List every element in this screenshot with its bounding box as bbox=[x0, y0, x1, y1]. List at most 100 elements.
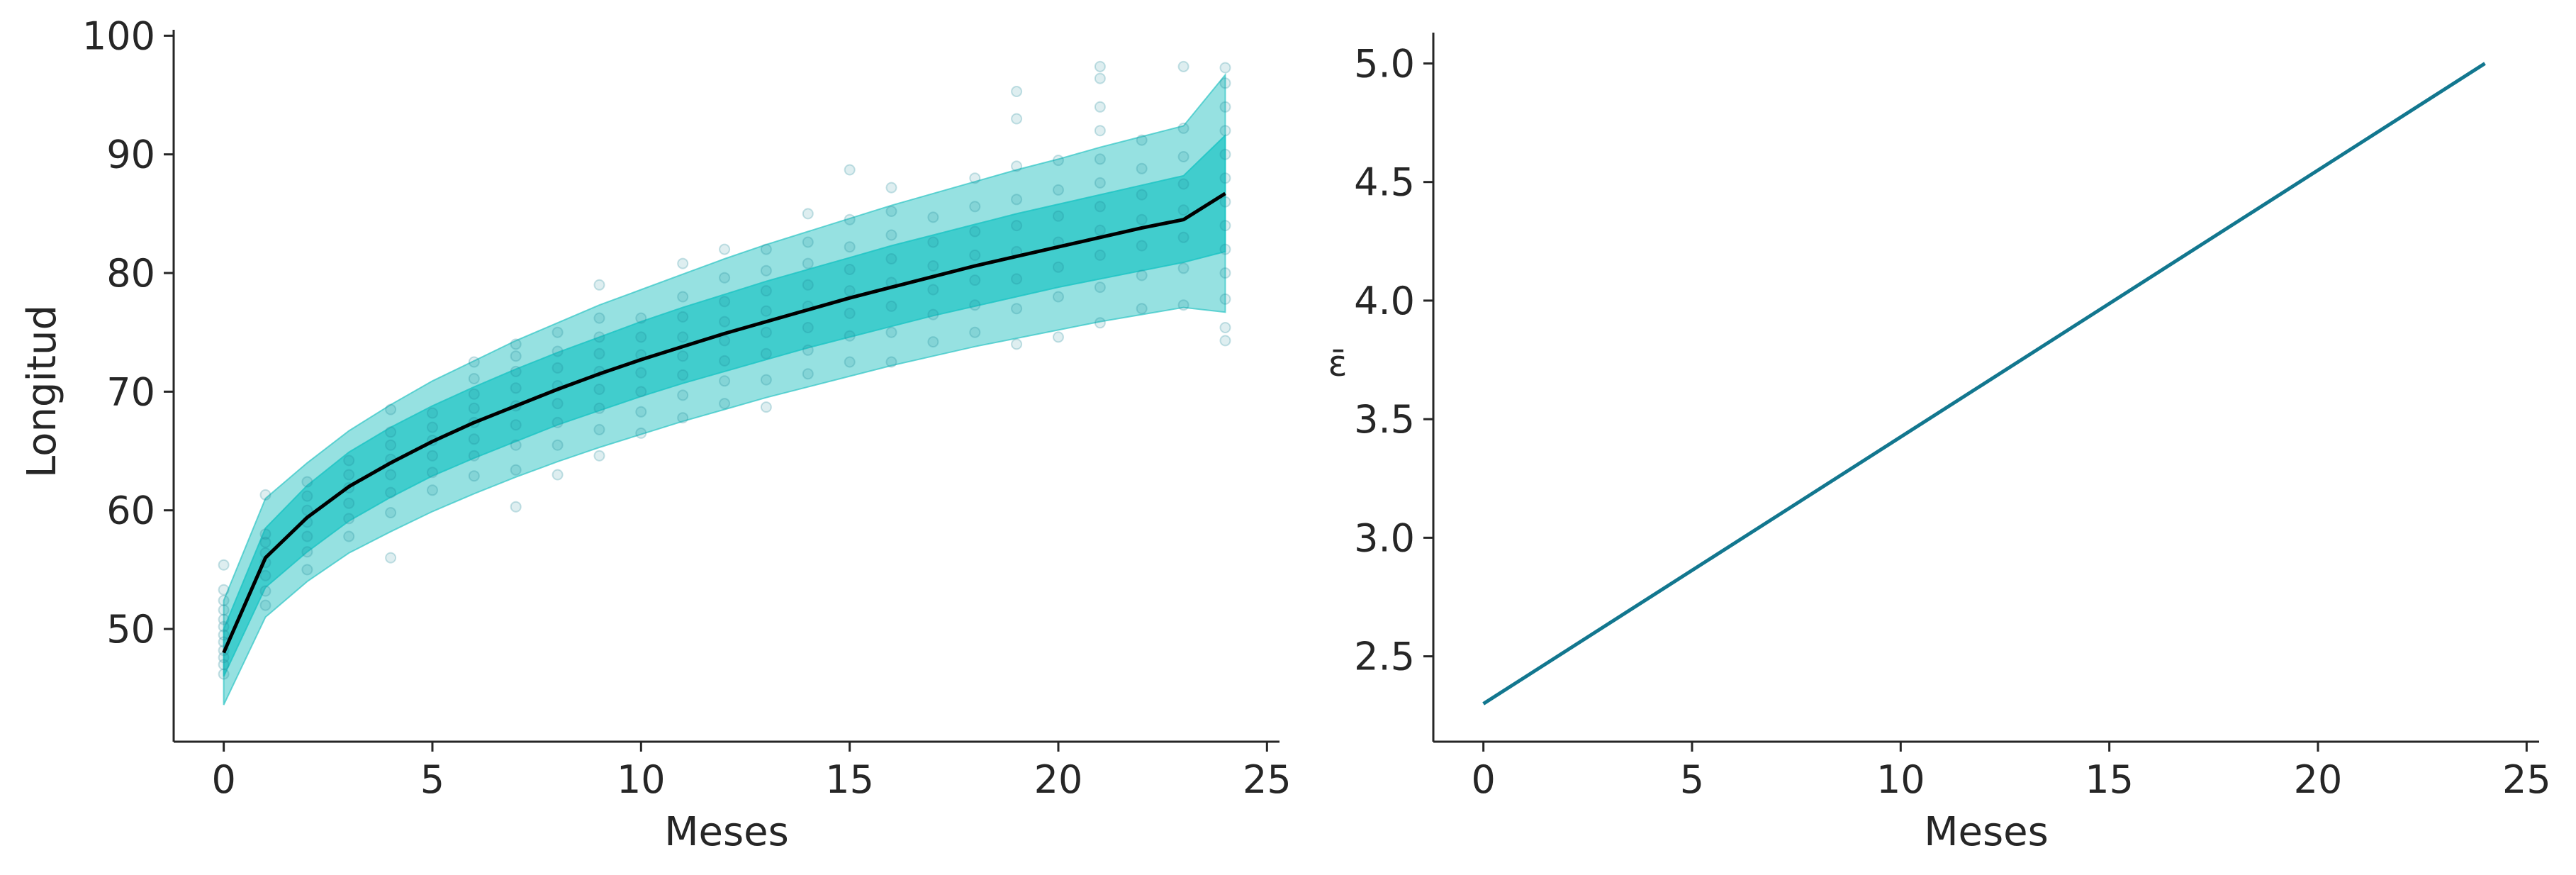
observed-point bbox=[719, 243, 731, 255]
observed-point bbox=[802, 279, 814, 291]
right-y-tick-label: 3.0 bbox=[1354, 515, 1415, 560]
observed-point bbox=[301, 490, 313, 502]
observed-point bbox=[635, 367, 647, 379]
left-y-tick-label: 100 bbox=[82, 13, 155, 58]
observed-point bbox=[1177, 60, 1189, 72]
observed-point bbox=[259, 536, 271, 548]
observed-point bbox=[1094, 282, 1106, 294]
observed-point bbox=[1177, 204, 1189, 216]
observed-point bbox=[844, 164, 856, 176]
left-x-tick-label: 0 bbox=[211, 757, 235, 802]
observed-point bbox=[593, 347, 605, 360]
observed-point bbox=[677, 257, 689, 269]
observed-point bbox=[760, 374, 772, 386]
observed-point bbox=[427, 407, 438, 419]
inner-credible-band bbox=[223, 133, 1226, 677]
observed-point bbox=[1094, 101, 1106, 113]
observed-point bbox=[1219, 172, 1231, 184]
observed-point bbox=[1219, 335, 1231, 347]
observed-point bbox=[1011, 338, 1023, 350]
observed-point bbox=[885, 326, 897, 338]
observed-point bbox=[259, 585, 271, 597]
observed-point bbox=[593, 450, 605, 462]
left-y-axis-label: Longitud bbox=[19, 305, 65, 478]
right-y-ticks: 2.5 3.0 3.5 4.0 4.5 5.0 bbox=[1354, 41, 1433, 679]
observed-point bbox=[1219, 77, 1231, 89]
observed-point bbox=[343, 455, 355, 467]
observed-point bbox=[1094, 224, 1106, 236]
observed-point bbox=[551, 326, 564, 338]
observed-point bbox=[635, 312, 647, 324]
observed-point bbox=[760, 401, 772, 413]
observed-point bbox=[1136, 162, 1148, 174]
right-x-tick-label: 20 bbox=[2294, 757, 2343, 802]
observed-point bbox=[927, 211, 939, 223]
observed-point bbox=[468, 356, 480, 368]
observed-point bbox=[844, 264, 856, 275]
observed-point bbox=[343, 497, 355, 509]
right-x-axis-label: Meses bbox=[1924, 809, 2049, 855]
observed-point bbox=[969, 225, 981, 238]
observed-point bbox=[1219, 293, 1231, 305]
left-plot-area bbox=[218, 60, 1231, 706]
observed-point bbox=[301, 546, 313, 558]
observed-point bbox=[844, 330, 856, 342]
observed-point bbox=[468, 450, 480, 462]
observed-point bbox=[844, 356, 856, 368]
observed-point bbox=[844, 307, 856, 319]
right-panel: 0 5 10 15 20 25 2.5 3.0 3.5 4.0 4.5 5.0 Meses ε̄ bbox=[1328, 33, 2551, 855]
right-y-tick-label: 5.0 bbox=[1354, 41, 1415, 86]
observed-point bbox=[468, 402, 480, 414]
observed-point bbox=[677, 331, 689, 343]
observed-point bbox=[1094, 153, 1106, 165]
observed-point bbox=[301, 564, 313, 576]
observed-point bbox=[218, 613, 230, 625]
observed-point bbox=[427, 421, 438, 433]
observed-point bbox=[1053, 184, 1064, 196]
observed-point bbox=[802, 257, 814, 269]
left-y-tick-label: 50 bbox=[106, 607, 155, 652]
observed-point bbox=[1177, 122, 1189, 134]
observed-point bbox=[1053, 291, 1064, 303]
observed-point bbox=[1053, 331, 1064, 343]
observed-point bbox=[510, 419, 522, 431]
observed-point bbox=[343, 469, 355, 481]
observed-point bbox=[468, 373, 480, 384]
observed-point bbox=[1136, 240, 1148, 252]
epsilon-line bbox=[1482, 62, 2486, 706]
observed-point bbox=[593, 423, 605, 435]
observed-point bbox=[1094, 249, 1106, 261]
observed-point bbox=[510, 464, 522, 476]
left-x-tick-label: 25 bbox=[1243, 757, 1292, 802]
observed-point bbox=[969, 299, 981, 311]
observed-point bbox=[385, 439, 397, 451]
left-y-tick-label: 70 bbox=[106, 369, 155, 414]
observed-point bbox=[635, 331, 647, 343]
right-x-tick-label: 25 bbox=[2502, 757, 2551, 802]
observed-point bbox=[1177, 178, 1189, 190]
observed-point bbox=[969, 201, 981, 213]
observed-point bbox=[385, 486, 397, 498]
observed-point bbox=[468, 388, 480, 400]
observed-point bbox=[343, 530, 355, 542]
observed-point bbox=[259, 528, 271, 540]
observed-point bbox=[885, 356, 897, 368]
observed-point bbox=[301, 476, 313, 488]
observed-point bbox=[760, 326, 772, 338]
observed-point bbox=[802, 322, 814, 333]
observed-point bbox=[719, 272, 731, 284]
observed-point bbox=[885, 300, 897, 312]
left-x-axis-label: Meses bbox=[664, 809, 789, 855]
observed-point bbox=[719, 375, 731, 387]
observed-point bbox=[593, 312, 605, 324]
observed-point bbox=[885, 206, 897, 217]
observed-point bbox=[1177, 231, 1189, 243]
observed-point bbox=[1011, 273, 1023, 285]
observed-point bbox=[844, 241, 856, 253]
observed-point bbox=[1219, 62, 1231, 74]
observed-point bbox=[301, 530, 313, 542]
observed-point bbox=[760, 347, 772, 360]
observed-point bbox=[468, 470, 480, 482]
observed-point bbox=[760, 264, 772, 277]
observed-point bbox=[719, 296, 731, 308]
